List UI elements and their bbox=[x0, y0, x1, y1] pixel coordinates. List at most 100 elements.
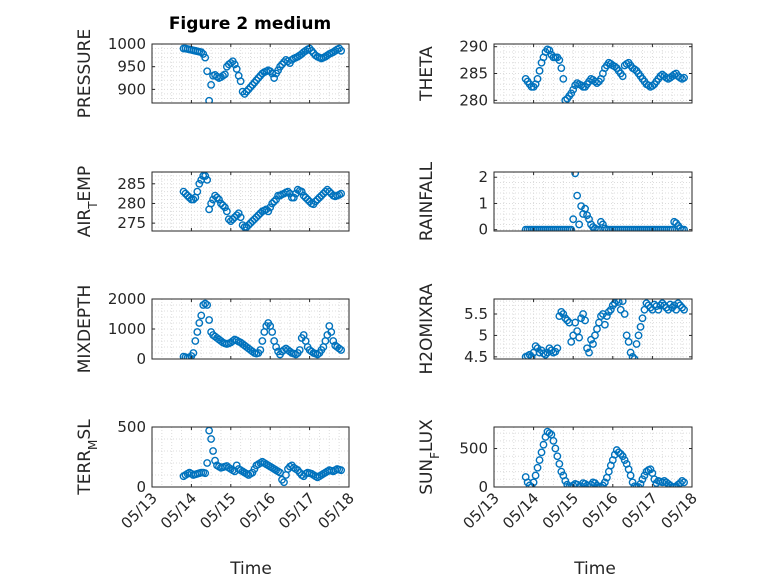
data-point bbox=[571, 318, 580, 327]
data-point bbox=[600, 478, 609, 487]
data-point bbox=[569, 85, 578, 94]
y-axis-label: AIRTEMP bbox=[75, 166, 100, 237]
data-point bbox=[205, 96, 214, 103]
data-point bbox=[545, 46, 554, 55]
data-point bbox=[602, 312, 611, 321]
axes-box bbox=[151, 171, 350, 232]
data-point bbox=[678, 303, 686, 312]
data-point bbox=[299, 191, 308, 200]
data-point bbox=[254, 74, 263, 82]
data-point bbox=[329, 337, 338, 345]
subplot-2: 280 285 290 THETA bbox=[417, 38, 693, 109]
data-point bbox=[555, 56, 564, 64]
data-point bbox=[563, 316, 572, 325]
x-tick-label: 05/14 bbox=[157, 489, 200, 532]
axes-box bbox=[493, 298, 693, 360]
data-point bbox=[642, 299, 651, 308]
data-point bbox=[337, 346, 346, 354]
data-point bbox=[561, 476, 570, 485]
data-point bbox=[252, 213, 261, 222]
data-point bbox=[313, 350, 322, 359]
data-point bbox=[270, 74, 279, 82]
data-point bbox=[220, 203, 229, 212]
data-point bbox=[236, 77, 245, 86]
data-point bbox=[575, 333, 584, 342]
data-point bbox=[525, 350, 534, 359]
series-markers bbox=[521, 45, 688, 103]
data-point bbox=[262, 205, 271, 214]
data-point bbox=[583, 344, 591, 353]
data-point bbox=[567, 89, 576, 98]
data-point bbox=[535, 456, 544, 464]
data-point bbox=[569, 215, 578, 224]
data-point bbox=[561, 96, 570, 103]
data-point bbox=[317, 191, 326, 200]
data-point bbox=[240, 90, 249, 98]
y-tick-label: 2 bbox=[478, 168, 488, 186]
data-point bbox=[315, 193, 324, 202]
data-point bbox=[195, 179, 204, 188]
data-point bbox=[203, 175, 212, 184]
y-axis-label: RAINFALL bbox=[417, 161, 437, 241]
data-point bbox=[620, 310, 629, 318]
data-point bbox=[630, 65, 639, 74]
data-point bbox=[280, 478, 288, 487]
y-tick-label: 500 bbox=[117, 418, 146, 436]
data-point bbox=[226, 59, 235, 67]
data-point bbox=[626, 471, 635, 480]
y-tick-label: 1 bbox=[478, 194, 488, 212]
data-point bbox=[217, 199, 225, 208]
y-axis-label: TERRMSL bbox=[75, 419, 100, 496]
data-point bbox=[573, 191, 582, 200]
data-point bbox=[680, 478, 688, 487]
data-point bbox=[252, 76, 261, 85]
data-point bbox=[232, 65, 241, 73]
data-point bbox=[553, 452, 562, 461]
data-point bbox=[278, 60, 286, 69]
data-point bbox=[230, 60, 239, 69]
data-point bbox=[323, 185, 332, 194]
data-point bbox=[291, 350, 300, 359]
x-tick-label: 05/15 bbox=[196, 489, 239, 532]
data-point bbox=[199, 301, 208, 309]
data-point bbox=[680, 305, 688, 314]
y-tick-label: 4.5 bbox=[464, 348, 488, 366]
data-point bbox=[307, 347, 316, 356]
data-point bbox=[557, 307, 566, 316]
data-point bbox=[276, 62, 284, 71]
data-point bbox=[549, 436, 558, 445]
data-point bbox=[209, 447, 217, 455]
axes-box bbox=[493, 426, 693, 488]
data-point bbox=[256, 346, 265, 354]
data-point bbox=[614, 448, 623, 457]
y-tick-label: 285 bbox=[459, 65, 488, 83]
data-point bbox=[618, 299, 627, 306]
y-axis-label: SUNFLUX bbox=[417, 419, 442, 495]
data-point bbox=[215, 195, 223, 204]
data-point bbox=[220, 70, 229, 79]
y-tick-label: 0 bbox=[136, 350, 146, 368]
data-point bbox=[203, 459, 212, 467]
y-tick-label: 900 bbox=[117, 80, 146, 98]
data-point bbox=[207, 435, 216, 443]
series-markers bbox=[179, 427, 346, 487]
data-point bbox=[228, 215, 237, 224]
data-point bbox=[254, 211, 263, 220]
data-point bbox=[678, 476, 686, 485]
data-point bbox=[201, 172, 210, 180]
data-point bbox=[654, 305, 663, 314]
data-point bbox=[668, 303, 677, 312]
data-point bbox=[624, 337, 633, 346]
data-point bbox=[203, 67, 212, 76]
y-axis-label: H2OMIXRA bbox=[417, 283, 437, 374]
data-point bbox=[676, 301, 685, 310]
data-point bbox=[559, 310, 568, 318]
data-point bbox=[297, 187, 306, 196]
data-point bbox=[585, 348, 593, 357]
data-point bbox=[244, 221, 253, 230]
data-point bbox=[191, 337, 200, 345]
data-point bbox=[606, 305, 615, 314]
y-tick-label: 290 bbox=[459, 38, 488, 56]
x-axis-label-right: Time bbox=[573, 559, 616, 579]
